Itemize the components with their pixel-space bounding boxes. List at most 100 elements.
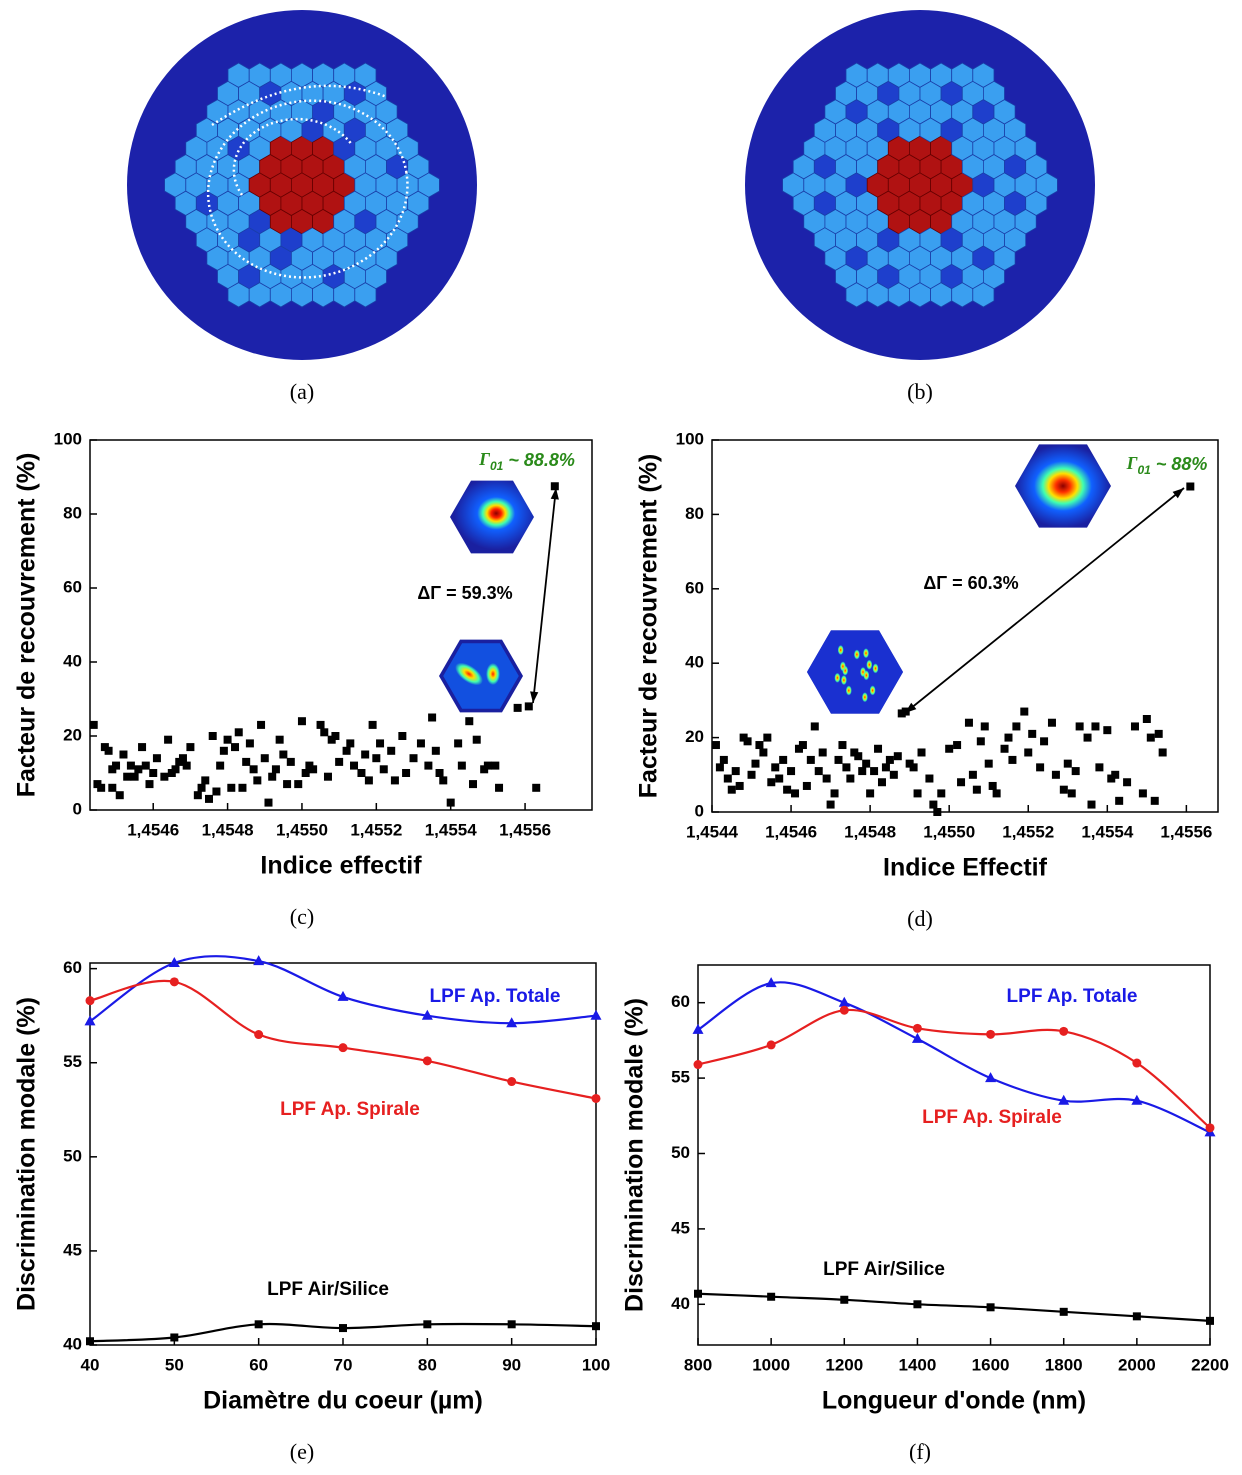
mode-spot (837, 645, 844, 655)
mode-spot (866, 659, 873, 670)
data-point (219, 746, 228, 755)
data-point (747, 770, 756, 779)
data-point (727, 785, 736, 794)
data-point (893, 752, 902, 761)
data-point (1024, 748, 1033, 757)
mode-hexagon (450, 480, 534, 554)
data-point (1071, 767, 1080, 776)
data-point (1158, 748, 1167, 757)
data-point (141, 761, 150, 770)
panel-caption: (f) (909, 1439, 931, 1464)
data-point (231, 743, 240, 752)
annotation: ΔΓ = 60.3% (923, 573, 1018, 593)
data-point (337, 990, 349, 1001)
data-point (423, 1320, 432, 1329)
data-point (1150, 796, 1159, 805)
data-point (286, 757, 295, 766)
data-point (472, 735, 481, 744)
data-point (316, 720, 325, 729)
data-point (271, 765, 280, 774)
panel-caption: (b) (907, 379, 933, 404)
data-point (1059, 1307, 1068, 1316)
data-point (1075, 722, 1084, 731)
x-tick-label: 1200 (825, 1355, 863, 1374)
x-tick-label: 1,4548 (202, 820, 254, 839)
mode-inset (807, 630, 903, 714)
y-tick-label: 40 (685, 653, 704, 672)
data-point (372, 754, 381, 763)
y-tick-label: 0 (695, 801, 704, 820)
data-point (854, 752, 863, 761)
data-point (152, 754, 161, 763)
data-point (1138, 789, 1147, 798)
data-point (1205, 1123, 1215, 1133)
y-tick-label: 60 (63, 958, 82, 977)
data-point (364, 776, 373, 785)
data-point (1012, 722, 1021, 731)
panel-caption: (d) (907, 906, 933, 931)
y-tick-label: 55 (63, 1052, 82, 1071)
data-point (802, 781, 811, 790)
data-point (424, 761, 433, 770)
data-point (913, 1300, 922, 1309)
data-point (751, 759, 760, 768)
data-point (126, 761, 135, 770)
y-tick-label: 20 (685, 727, 704, 746)
data-point (1142, 715, 1151, 723)
data-point (953, 741, 962, 750)
data-point (591, 1093, 601, 1103)
data-point (986, 1303, 995, 1312)
data-point (85, 996, 95, 1006)
data-point (735, 781, 744, 790)
data-point (524, 702, 533, 711)
data-point (715, 763, 724, 772)
data-point (254, 1030, 264, 1040)
y-tick-label: 60 (63, 577, 82, 596)
data-point (1132, 1312, 1141, 1321)
arrow-line (904, 487, 1185, 714)
data-point (469, 780, 478, 789)
series-line (697, 1292, 1211, 1322)
y-tick-label: 45 (671, 1218, 690, 1237)
mode-spot (839, 661, 846, 672)
data-point (507, 1320, 516, 1329)
x-tick-label: 1,4554 (1081, 822, 1134, 841)
x-tick-label: 80 (418, 1355, 437, 1374)
mode-inset (439, 639, 523, 713)
data-point (980, 722, 989, 731)
fiber-cell (1035, 172, 1058, 198)
data-point (834, 755, 843, 764)
data-point (933, 808, 942, 816)
data-point (513, 703, 522, 712)
data-point (409, 754, 418, 763)
x-axis-title: Longueur d'onde (nm) (822, 1387, 1086, 1415)
data-point (435, 769, 444, 777)
data-point (197, 783, 206, 792)
data-point (1206, 1316, 1214, 1325)
x-tick-label: 1,4550 (276, 820, 328, 839)
y-tick-label: 20 (63, 725, 82, 744)
series-label: LPF Ap. Totale (1007, 986, 1138, 1007)
y-tick-label: 50 (63, 1146, 82, 1165)
spiral-path (211, 84, 388, 127)
data-point (791, 789, 800, 798)
data-point (783, 785, 792, 794)
data-point (846, 774, 855, 783)
data-point (342, 746, 351, 755)
data-point (911, 1032, 923, 1043)
y-tick-label: 0 (73, 799, 82, 818)
data-point (402, 769, 411, 777)
x-tick-label: 90 (502, 1355, 521, 1374)
x-axis-title: Indice effectif (260, 852, 422, 880)
data-point (390, 776, 399, 785)
x-axis-title: Diamètre du coeur (µm) (203, 1387, 483, 1415)
data-point (168, 957, 180, 967)
y-axis-title: Facteur de recouvrement (%) (13, 453, 41, 798)
fiber-cross-section (127, 10, 477, 360)
y-tick-label: 80 (63, 503, 82, 522)
data-point (201, 776, 210, 785)
data-point (1051, 770, 1060, 779)
data-point (1186, 482, 1195, 491)
data-point (238, 783, 247, 792)
data-point (208, 732, 217, 740)
